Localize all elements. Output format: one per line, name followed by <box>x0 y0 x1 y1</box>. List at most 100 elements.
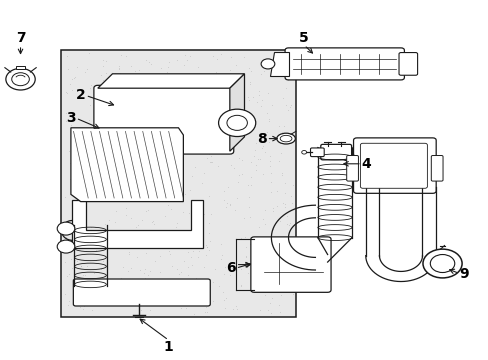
Point <box>168 166 176 172</box>
Point <box>203 309 210 315</box>
Point <box>240 215 247 221</box>
Point <box>82 161 90 166</box>
Point <box>173 152 181 157</box>
Point <box>233 195 241 201</box>
Point <box>179 134 186 139</box>
Point <box>211 78 219 84</box>
Point <box>144 207 152 213</box>
Point <box>111 208 119 213</box>
Point <box>185 53 193 59</box>
Circle shape <box>57 222 75 235</box>
Point <box>257 145 265 151</box>
Point <box>267 234 275 240</box>
Point <box>142 57 149 63</box>
Point <box>72 186 80 192</box>
Point <box>258 244 265 249</box>
Point <box>66 81 74 86</box>
Point <box>66 122 74 128</box>
Point <box>192 275 200 281</box>
Point <box>245 204 253 210</box>
Point <box>61 118 69 124</box>
Point <box>288 291 296 297</box>
Point <box>127 265 135 270</box>
Point <box>77 211 84 217</box>
Point <box>175 169 183 175</box>
Polygon shape <box>229 74 244 151</box>
Point <box>102 82 110 87</box>
Point <box>102 181 110 187</box>
Point <box>124 102 132 108</box>
Point <box>196 78 203 84</box>
Point <box>228 121 236 126</box>
Point <box>161 86 169 91</box>
Point <box>282 289 290 295</box>
Point <box>134 166 142 172</box>
Point <box>79 292 87 298</box>
Point <box>136 267 143 273</box>
Point <box>116 71 123 76</box>
Point <box>247 159 255 165</box>
Point <box>70 246 78 252</box>
Point <box>87 307 95 312</box>
Point <box>232 247 240 253</box>
Ellipse shape <box>280 135 291 142</box>
Point <box>81 184 88 189</box>
Point <box>119 170 126 176</box>
Point <box>71 257 79 263</box>
Point <box>207 154 215 159</box>
Point <box>245 241 253 247</box>
Point <box>177 305 184 311</box>
Point <box>281 180 288 186</box>
Text: 4: 4 <box>361 157 371 171</box>
Point <box>187 242 195 247</box>
Point <box>190 311 198 317</box>
Text: 5: 5 <box>299 31 308 45</box>
Point <box>112 245 120 251</box>
Point <box>205 247 213 253</box>
Point <box>111 219 119 225</box>
Point <box>278 51 285 57</box>
Point <box>218 92 226 98</box>
Point <box>233 93 241 99</box>
Text: 2: 2 <box>76 89 85 102</box>
Point <box>174 116 182 121</box>
Point <box>192 102 200 108</box>
Point <box>159 100 166 106</box>
Point <box>104 163 112 169</box>
Point <box>186 129 194 135</box>
Point <box>86 174 94 180</box>
Point <box>255 156 263 161</box>
Point <box>172 266 180 271</box>
Circle shape <box>226 115 247 130</box>
Point <box>286 104 294 110</box>
Point <box>246 79 254 85</box>
Point <box>158 276 166 282</box>
Point <box>165 59 173 65</box>
Point <box>64 66 72 72</box>
Point <box>97 72 105 77</box>
Point <box>280 190 288 196</box>
Point <box>244 182 252 188</box>
Point <box>223 200 231 206</box>
Point <box>133 243 141 249</box>
Point <box>112 134 120 140</box>
Point <box>254 89 262 94</box>
Point <box>154 130 162 135</box>
Point <box>92 257 100 263</box>
Point <box>214 139 222 145</box>
Point <box>203 244 210 250</box>
Point <box>202 252 209 257</box>
Point <box>179 89 187 94</box>
Point <box>87 224 95 230</box>
Point <box>188 133 196 139</box>
Point <box>257 103 265 109</box>
Point <box>124 155 132 161</box>
Point <box>96 112 103 117</box>
Point <box>135 163 142 168</box>
Point <box>70 267 78 273</box>
Point <box>123 148 131 154</box>
Point <box>117 233 125 239</box>
Point <box>221 98 228 103</box>
Point <box>129 172 137 178</box>
Point <box>220 129 228 135</box>
